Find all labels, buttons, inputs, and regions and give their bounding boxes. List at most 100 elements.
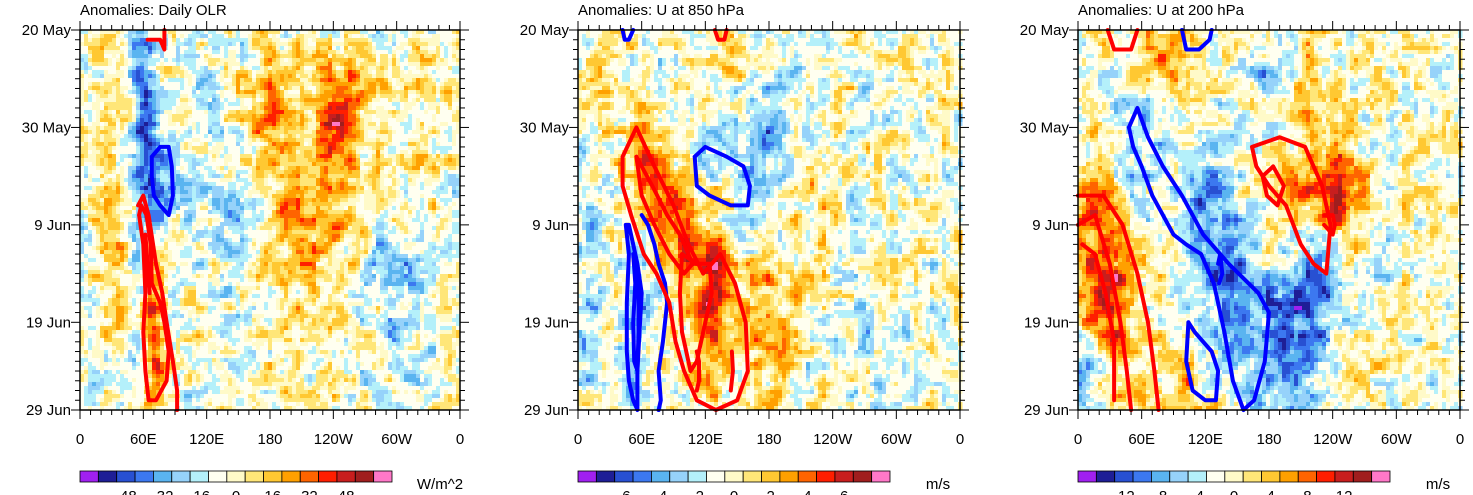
colorbar-swatch <box>264 471 282 482</box>
colorbar-label: 8 <box>1303 488 1311 495</box>
colorbar-swatch <box>1262 471 1280 482</box>
x-tick-label: 180 <box>1256 431 1281 448</box>
colorbar-swatch <box>670 471 688 482</box>
colorbar-swatch <box>1317 471 1335 482</box>
y-tick-label: 19 Jun <box>1024 314 1069 331</box>
x-tick-label: 180 <box>756 431 781 448</box>
colorbar-label: 16 <box>264 488 281 495</box>
y-tick-label: 9 Jun <box>532 217 569 234</box>
x-tick-label: 120E <box>1188 431 1223 448</box>
colorbar-swatch <box>835 471 853 482</box>
y-tick-label: 29 Jun <box>1024 402 1069 419</box>
colorbar-swatch <box>725 471 743 482</box>
shaded-field <box>80 30 461 411</box>
colorbar-label: -32 <box>152 488 174 495</box>
y-tick-label: 30 May <box>1020 119 1070 136</box>
colorbar-swatch <box>245 471 263 482</box>
colorbar-swatch <box>817 471 835 482</box>
colorbar-swatch <box>1115 471 1133 482</box>
colorbar: -48-32-160163248W/m^2 <box>80 471 463 495</box>
colorbar-units: m/s <box>926 476 950 493</box>
colorbar-units: m/s <box>1426 476 1450 493</box>
colorbar-swatch <box>80 471 98 482</box>
colorbar-swatch <box>1243 471 1261 482</box>
red-contour <box>697 352 699 391</box>
x-tick-label: 120E <box>189 431 224 448</box>
colorbar: -6-4-20246m/s <box>578 471 950 495</box>
colorbar-swatch <box>633 471 651 482</box>
colorbar-label: 4 <box>1267 488 1275 495</box>
shaded-field <box>1078 30 1463 411</box>
colorbar-label: -16 <box>188 488 210 495</box>
colorbar-swatch <box>98 471 116 482</box>
colorbar-label: 2 <box>767 488 775 495</box>
x-tick-label: 60W <box>1381 431 1413 448</box>
colorbar-label: 32 <box>301 488 318 495</box>
x-tick-label: 180 <box>257 431 282 448</box>
colorbar-label: -8 <box>1154 488 1167 495</box>
x-tick-label: 0 <box>956 431 964 448</box>
x-tick-label: 0 <box>456 431 464 448</box>
colorbar-swatch <box>190 471 208 482</box>
colorbar: -12-8-404812m/s <box>1078 471 1450 495</box>
y-tick-label: 19 Jun <box>524 314 569 331</box>
y-tick-label: 20 May <box>1020 22 1070 39</box>
colorbar-swatch <box>1206 471 1224 482</box>
x-tick-label: 120W <box>1313 431 1353 448</box>
figure: Anomalies: Daily OLR 20 May 30 May 9 Jun 19 … <box>0 0 1473 495</box>
colorbar-swatch <box>1078 471 1096 482</box>
colorbar-swatch <box>1096 471 1114 482</box>
colorbar-label: -4 <box>1191 488 1204 495</box>
colorbar-label: -4 <box>654 488 667 495</box>
colorbar-label: 0 <box>232 488 240 495</box>
y-tick-label: 29 Jun <box>524 402 569 419</box>
y-tick-label: 20 May <box>520 22 570 39</box>
colorbar-swatch <box>615 471 633 482</box>
colorbar-swatch <box>117 471 135 482</box>
chart-title: Anomalies: U at 200 hPa <box>1078 2 1245 19</box>
colorbar-swatch <box>172 471 190 482</box>
chart-title: Anomalies: Daily OLR <box>80 2 227 19</box>
colorbar-swatch <box>300 471 318 482</box>
colorbar-swatch <box>651 471 669 482</box>
colorbar-swatch <box>355 471 373 482</box>
y-tick-label: 9 Jun <box>34 217 71 234</box>
x-tick-label: 0 <box>574 431 582 448</box>
x-tick-label: 120W <box>813 431 853 448</box>
panel-2: Anomalies: U at 850 hPa 20 May 30 May 9 Jun… <box>520 2 969 495</box>
x-tick-label: 0 <box>76 431 84 448</box>
x-tick-label: 120E <box>688 431 723 448</box>
colorbar-label: -2 <box>691 488 704 495</box>
colorbar-swatch <box>762 471 780 482</box>
colorbar-label: 4 <box>803 488 811 495</box>
colorbar-label: 0 <box>730 488 738 495</box>
colorbar-swatch <box>1335 471 1353 482</box>
colorbar-swatch <box>688 471 706 482</box>
y-tick-label: 30 May <box>520 119 570 136</box>
y-tick-label: 29 Jun <box>26 402 71 419</box>
x-tick-label: 60W <box>381 431 413 448</box>
colorbar-swatch <box>1133 471 1151 482</box>
colorbar-swatch <box>374 471 392 482</box>
x-tick-label: 0 <box>1074 431 1082 448</box>
colorbar-swatch <box>743 471 761 482</box>
colorbar-label: -6 <box>617 488 630 495</box>
colorbar-swatch <box>1170 471 1188 482</box>
y-tick-label: 30 May <box>22 119 72 136</box>
colorbar-label: 48 <box>338 488 355 495</box>
colorbar-swatch <box>208 471 226 482</box>
colorbar-swatch <box>1151 471 1169 482</box>
y-tick-label: 19 Jun <box>26 314 71 331</box>
x-tick-label: 60E <box>1128 431 1155 448</box>
colorbar-swatch <box>1372 471 1390 482</box>
colorbar-swatch <box>1298 471 1316 482</box>
colorbar-swatch <box>282 471 300 482</box>
chart-title: Anomalies: U at 850 hPa <box>578 2 745 19</box>
colorbar-swatch <box>337 471 355 482</box>
colorbar-swatch <box>319 471 337 482</box>
colorbar-swatch <box>1280 471 1298 482</box>
colorbar-swatch <box>578 471 596 482</box>
colorbar-swatch <box>1353 471 1371 482</box>
